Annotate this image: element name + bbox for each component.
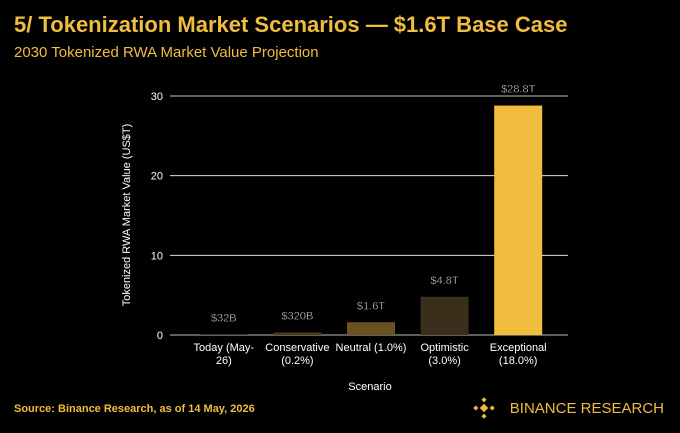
bar (273, 332, 322, 335)
y-tick-label: 10 (151, 250, 163, 262)
y-tick-label: 0 (157, 330, 163, 342)
bar (420, 296, 469, 335)
source-note: Source: Binance Research, as of 14 May, … (14, 403, 255, 415)
x-tick-label: Exceptional (18.0%) (489, 342, 547, 367)
bar (494, 105, 543, 335)
bar (347, 322, 395, 335)
x-tick-label: Conservative (0.2%) (265, 342, 330, 367)
x-tick-label: Neutral (1.0%) (335, 342, 407, 354)
data-label: $320B (281, 310, 313, 322)
brand-logo-icon (473, 397, 495, 419)
x-axis-label: Scenario (348, 381, 391, 393)
y-axis-label: Tokenized RWA Market Value (US$T) (121, 124, 133, 307)
chart-title: 5/ Tokenization Market Scenarios — $1.6T… (14, 12, 567, 37)
chart-subtitle: 2030 Tokenized RWA Market Value Projecti… (14, 44, 319, 61)
y-tick-label: 20 (151, 171, 163, 183)
x-tick-label: Optimistic (3.0%) (420, 342, 469, 367)
data-label: $28.8T (501, 84, 536, 96)
x-tick-label: Today (May-26) (193, 342, 255, 367)
data-label: $4.8T (431, 275, 459, 287)
y-tick-label: 30 (151, 91, 163, 103)
brand-name: BINANCE RESEARCH (510, 400, 664, 417)
data-label: $32B (211, 313, 237, 325)
data-label: $1.6T (357, 300, 385, 312)
